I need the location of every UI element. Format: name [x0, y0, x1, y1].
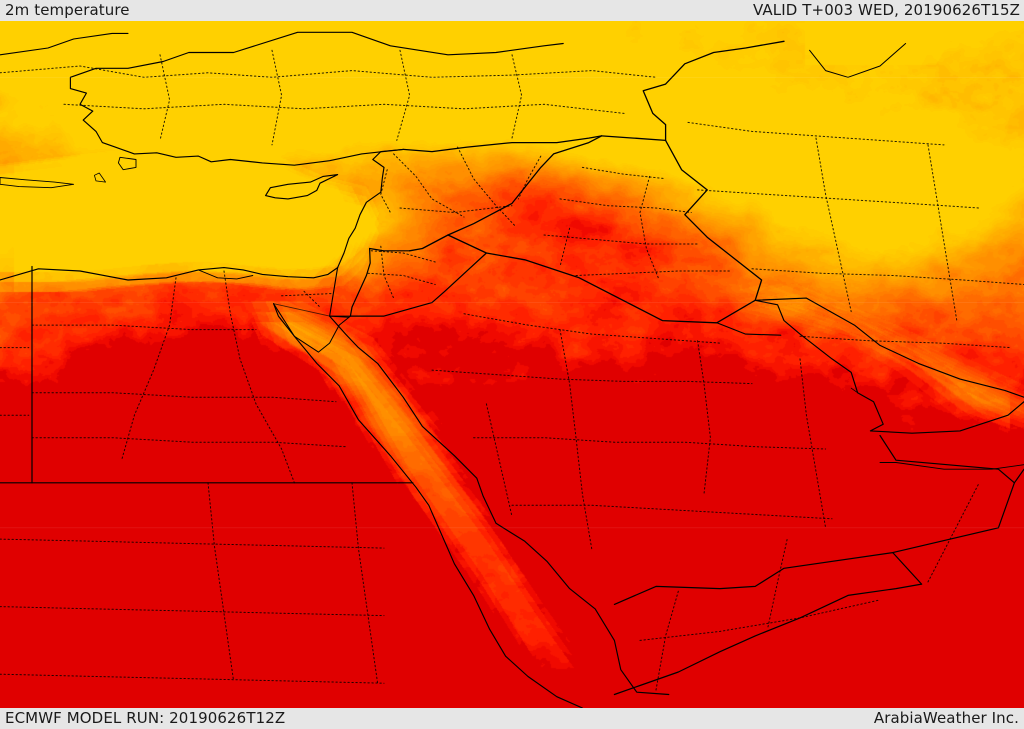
- footer-bar: ECMWF MODEL RUN: 20190626T12Z ArabiaWeat…: [0, 708, 1024, 729]
- temperature-map[interactable]: [0, 21, 1024, 708]
- provider-credit: ArabiaWeather Inc.: [873, 709, 1019, 727]
- page-title: 2m temperature: [5, 1, 130, 19]
- model-run-label: ECMWF MODEL RUN: 20190626T12Z: [5, 709, 286, 727]
- header-bar: 2m temperature VALID T+003 WED, 20190626…: [0, 0, 1024, 21]
- forecast-valid-time: VALID T+003 WED, 20190626T15Z: [753, 1, 1020, 19]
- temperature-field-canvas: [0, 21, 1024, 708]
